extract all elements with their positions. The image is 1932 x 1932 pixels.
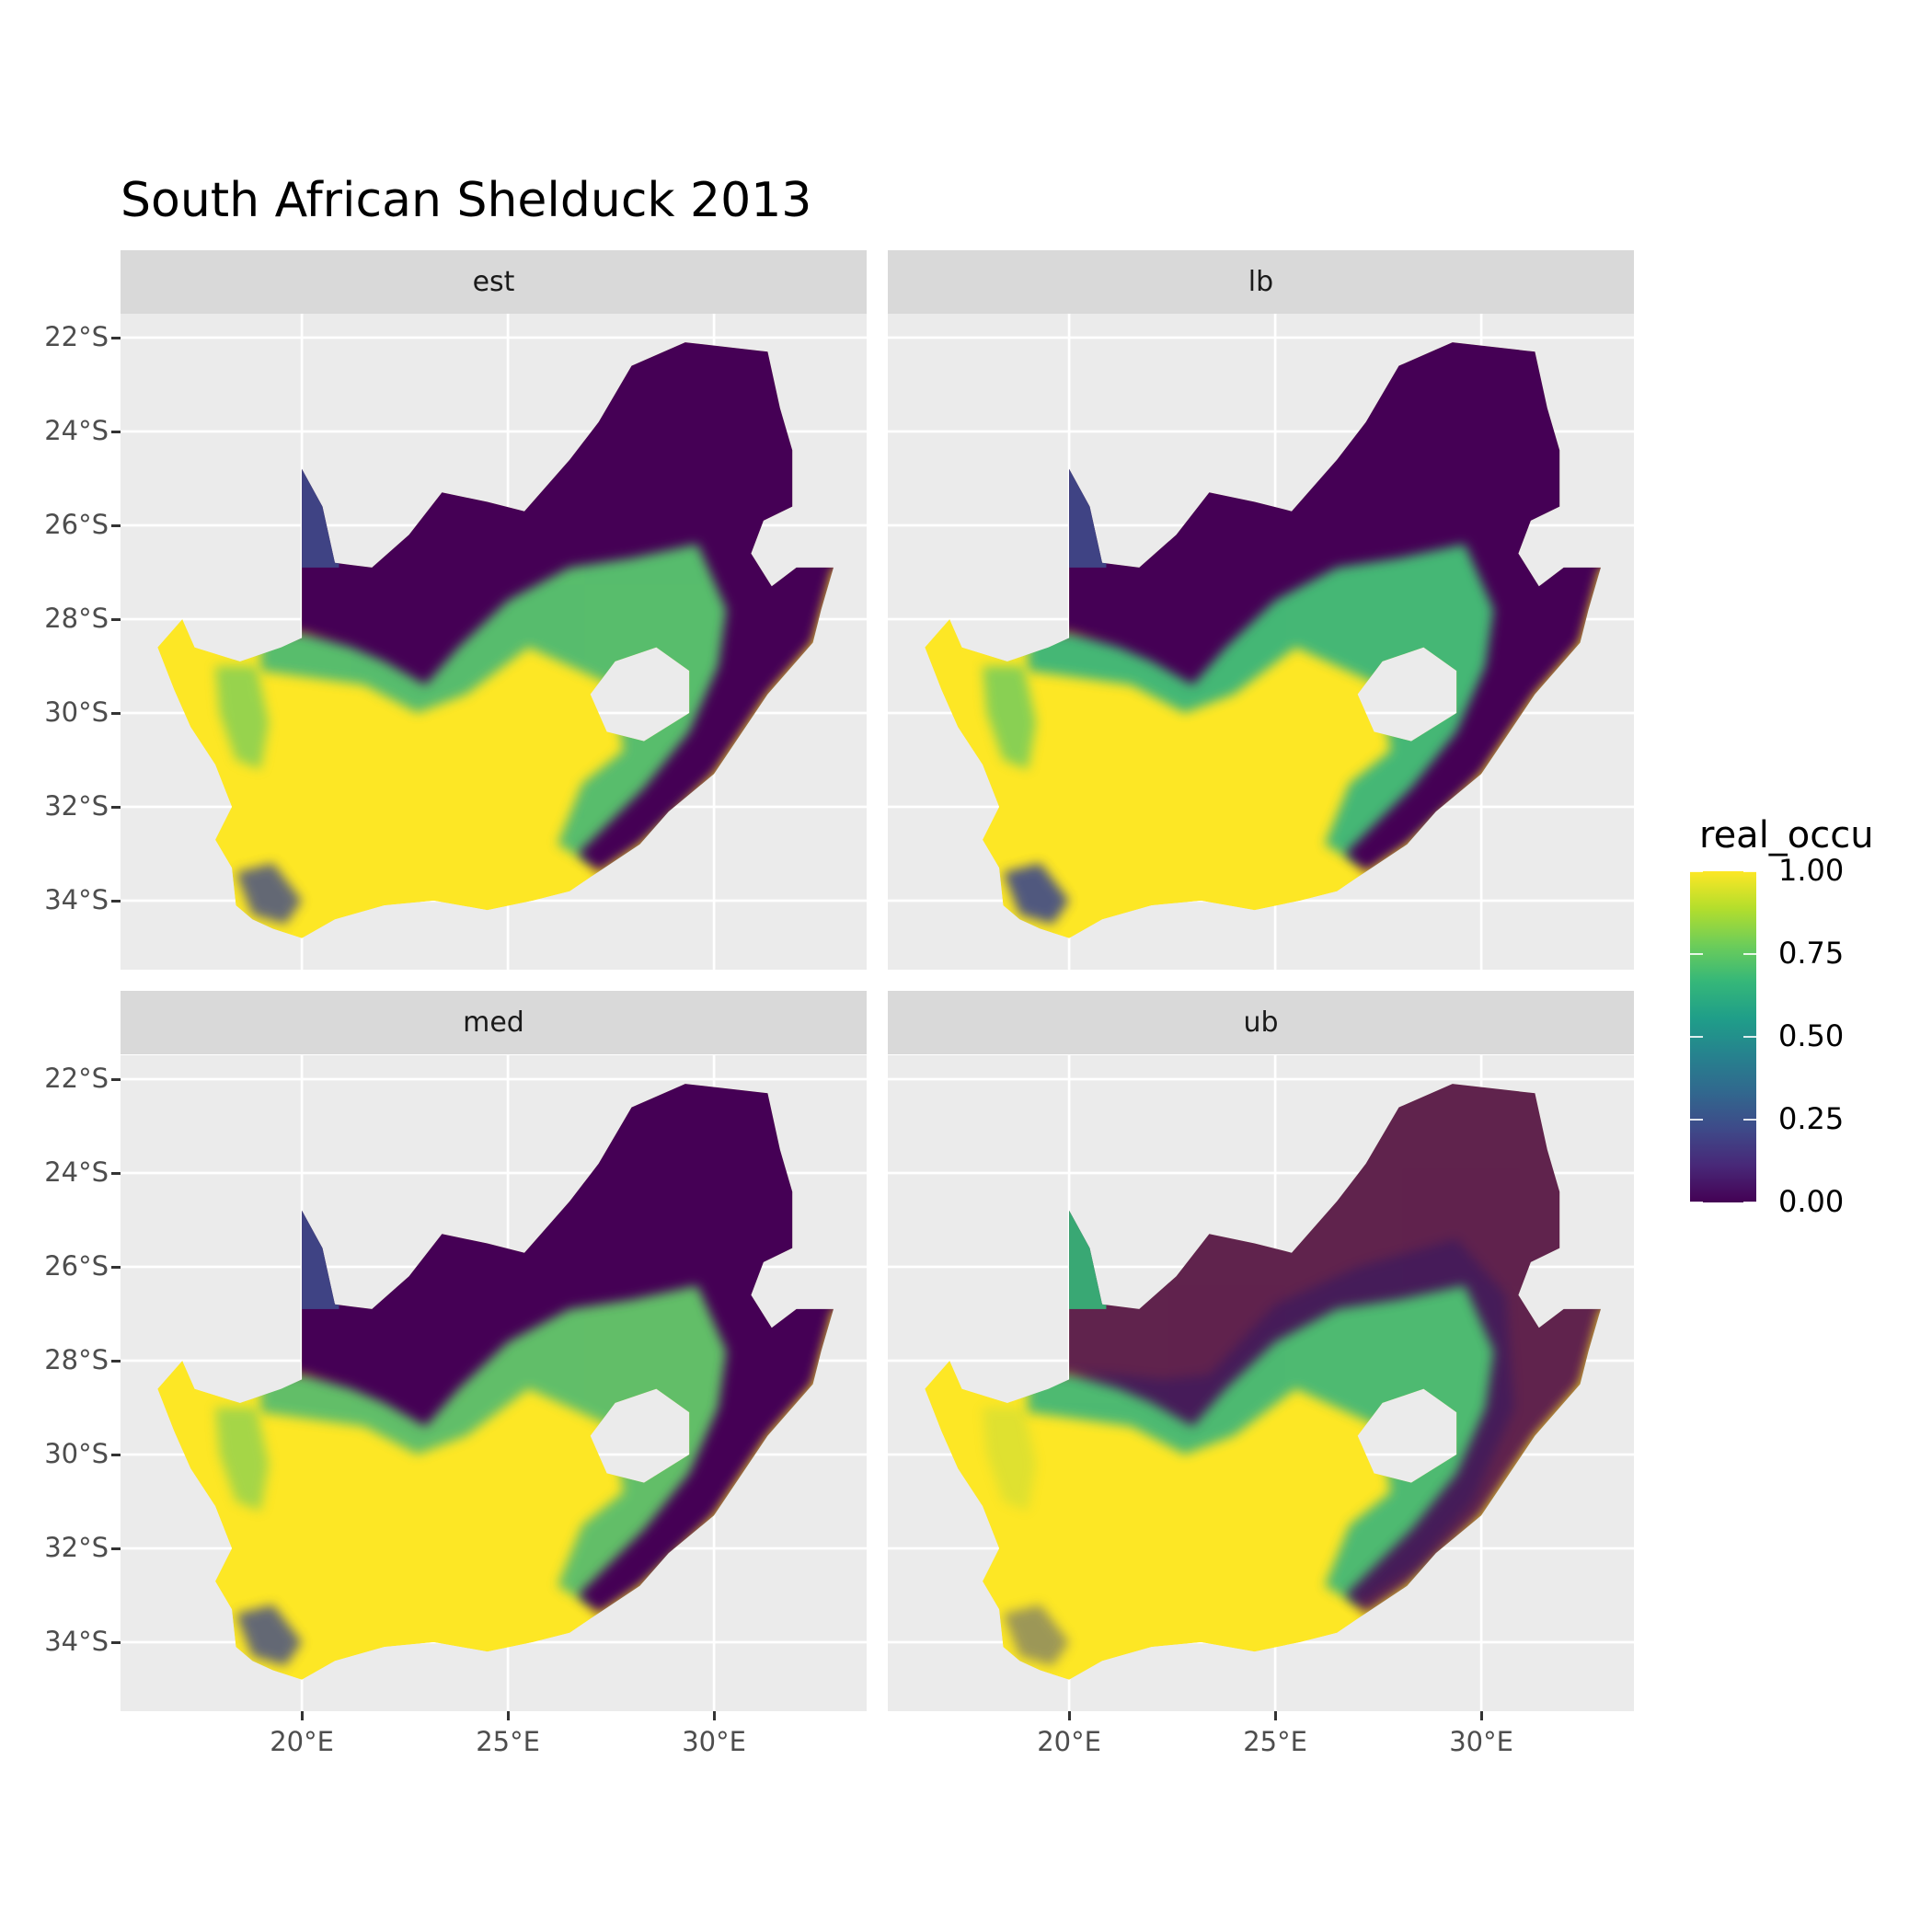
y-tick-label: 24°S	[44, 415, 109, 446]
occupancy-west-patch	[983, 1408, 1037, 1512]
legend-tick	[1743, 1119, 1756, 1121]
occupancy-kgalagadi	[297, 1205, 339, 1309]
occupancy-kgalagadi	[1064, 464, 1107, 568]
y-tick-mark	[111, 1172, 121, 1175]
y-tick-label: 34°S	[44, 884, 109, 915]
occupancy-cape-patch	[1003, 1604, 1070, 1666]
x-tick-mark	[1068, 1711, 1071, 1720]
y-tick-mark	[111, 1547, 121, 1550]
x-tick-label: 20°E	[1037, 1726, 1101, 1757]
y-tick-label: 28°S	[44, 1344, 109, 1375]
y-tick-mark	[111, 431, 121, 433]
legend-label: 0.00	[1778, 1184, 1845, 1219]
legend-tick	[1690, 1202, 1703, 1203]
legend-title: real_occu	[1699, 814, 1874, 857]
legend-tick	[1743, 870, 1756, 872]
legend-label: 0.25	[1778, 1101, 1845, 1136]
legend-label: 0.50	[1778, 1018, 1845, 1053]
facet-strip-est: est	[121, 250, 867, 314]
y-tick-mark	[111, 900, 121, 903]
y-tick-mark	[111, 524, 121, 527]
x-tick-label: 30°E	[1449, 1726, 1513, 1757]
facet-strip-med: med	[121, 991, 867, 1054]
y-tick-mark	[111, 1454, 121, 1456]
y-tick-mark	[111, 1266, 121, 1269]
x-tick-mark	[301, 1711, 304, 1720]
occupancy-west-patch	[215, 666, 270, 770]
occupancy-cape-patch	[1003, 863, 1070, 925]
x-tick-label: 25°E	[476, 1726, 540, 1757]
occupancy-mid-region	[260, 497, 747, 864]
occupancy-cape-patch	[236, 1604, 303, 1666]
legend-label: 0.75	[1778, 936, 1845, 971]
legend-tick	[1690, 1119, 1703, 1121]
y-tick-label: 28°S	[44, 603, 109, 634]
x-tick-label: 30°E	[682, 1726, 746, 1757]
occupancy-kgalagadi	[1064, 1205, 1107, 1309]
legend-tick	[1743, 1036, 1756, 1038]
x-tick-mark	[1274, 1711, 1277, 1720]
y-tick-label: 24°S	[44, 1156, 109, 1188]
occupancy-mid-region	[1028, 1238, 1514, 1605]
y-tick-mark	[111, 1078, 121, 1081]
map-panel-ub	[888, 1055, 1634, 1711]
y-tick-label: 32°S	[44, 790, 109, 822]
occupancy-mid-region	[260, 1238, 747, 1605]
y-tick-mark	[111, 712, 121, 715]
facet-strip-ub: ub	[888, 991, 1634, 1054]
y-tick-label: 32°S	[44, 1532, 109, 1563]
y-tick-mark	[111, 806, 121, 809]
x-tick-mark	[507, 1711, 510, 1720]
occupancy-raster	[925, 1084, 1602, 1680]
map-panel-est	[121, 314, 867, 970]
occupancy-west-patch	[983, 666, 1037, 770]
occupancy-west-patch	[215, 1408, 270, 1512]
legend-tick	[1743, 1202, 1756, 1203]
x-tick-label: 20°E	[270, 1726, 334, 1757]
map-panel-med	[121, 1055, 867, 1711]
occupancy-cape-patch	[236, 863, 303, 925]
occupancy-kgalagadi	[297, 464, 339, 568]
chart-title: South African Shelduck 2013	[121, 173, 812, 228]
y-tick-mark	[111, 618, 121, 621]
y-tick-mark	[111, 1360, 121, 1363]
map-panel-lb	[888, 314, 1634, 970]
x-tick-label: 25°E	[1243, 1726, 1307, 1757]
y-tick-mark	[111, 1641, 121, 1644]
occupancy-raster	[157, 342, 834, 938]
x-tick-mark	[713, 1711, 716, 1720]
y-tick-label: 30°S	[44, 696, 109, 728]
occupancy-raster	[157, 1084, 834, 1680]
y-tick-label: 26°S	[44, 1250, 109, 1282]
x-tick-mark	[1480, 1711, 1483, 1720]
legend-tick	[1690, 1036, 1703, 1038]
y-tick-label: 22°S	[44, 321, 109, 352]
y-tick-label: 22°S	[44, 1063, 109, 1094]
y-tick-mark	[111, 337, 121, 339]
legend-tick	[1690, 870, 1703, 872]
y-tick-label: 26°S	[44, 509, 109, 540]
legend-label: 1.00	[1778, 853, 1845, 888]
occupancy-raster	[925, 342, 1602, 938]
legend-tick	[1690, 953, 1703, 955]
legend-tick	[1743, 953, 1756, 955]
y-tick-label: 30°S	[44, 1438, 109, 1469]
occupancy-mid-region	[1028, 497, 1514, 864]
y-tick-label: 34°S	[44, 1626, 109, 1657]
facet-strip-lb: lb	[888, 250, 1634, 314]
